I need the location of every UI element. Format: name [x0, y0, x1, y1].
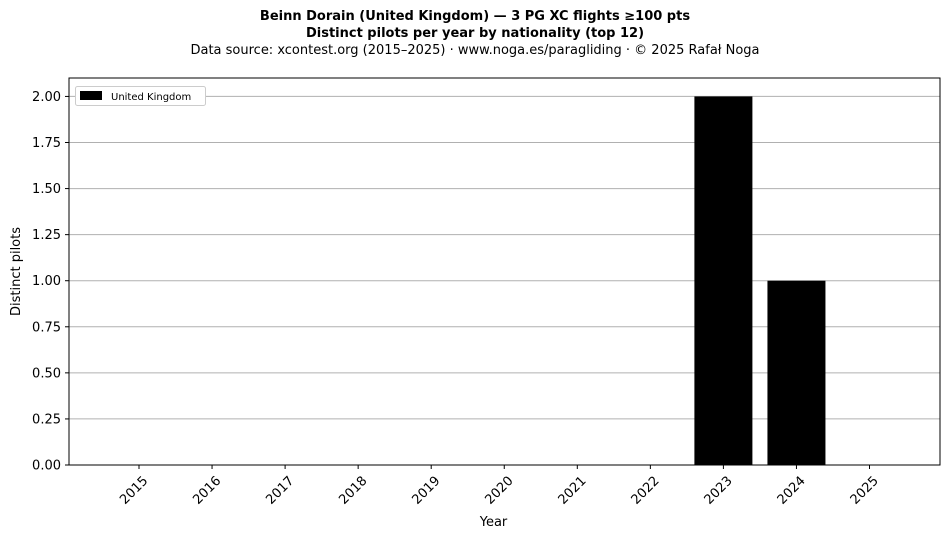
x-tick-label: 2025 [848, 474, 882, 508]
x-tick-label: 2016 [190, 474, 224, 508]
y-tick-label: 0.00 [32, 459, 61, 474]
y-tick-label: 0.50 [32, 366, 61, 381]
legend-swatch [80, 91, 102, 100]
x-tick-label: 2019 [409, 474, 443, 508]
y-axis-label: Distinct pilots [9, 227, 24, 316]
y-tick-label: 0.25 [32, 412, 61, 427]
x-tick-label: 2018 [336, 474, 370, 508]
chart-title-line2: Distinct pilots per year by nationality … [305, 26, 645, 41]
x-tick-label: 2023 [702, 474, 736, 508]
y-tick-label: 1.75 [32, 136, 61, 151]
y-tick-label: 1.25 [32, 228, 61, 243]
x-tick-label: 2021 [556, 474, 590, 508]
y-tick-label: 1.50 [32, 182, 61, 197]
y-tick-label: 2.00 [32, 90, 61, 105]
chart-title: Beinn Dorain (United Kingdom) — 3 PG XC … [259, 9, 691, 24]
x-axis-label: Year [479, 515, 508, 530]
legend-label: United Kingdom [111, 92, 191, 103]
bar-2023 [694, 96, 753, 465]
x-tick-label: 2022 [629, 474, 663, 508]
x-tick-label: 2020 [483, 474, 517, 508]
x-tick-label: 2017 [263, 474, 297, 508]
legend-box [75, 86, 206, 106]
chart-titles: Beinn Dorain (United Kingdom) — 3 PG XC … [0, 8, 950, 59]
x-tick-label: 2024 [775, 474, 809, 508]
y-tick-label: 1.00 [32, 274, 61, 289]
y-tick-label: 0.75 [32, 320, 61, 335]
bar-2024 [767, 280, 826, 465]
x-tick-label: 2015 [117, 474, 151, 508]
chart-subtitle: Data source: xcontest.org (2015–2025) · … [190, 43, 760, 58]
